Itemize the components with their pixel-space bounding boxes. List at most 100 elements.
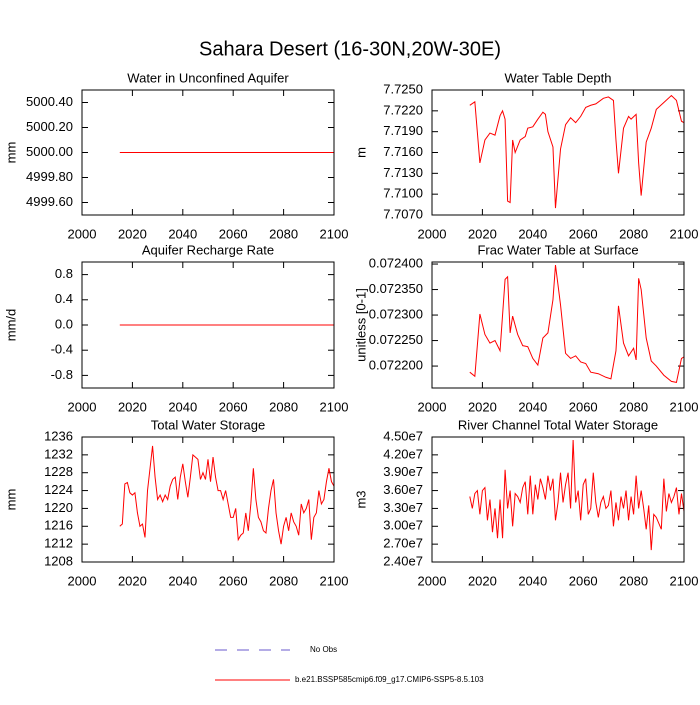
- y-tick-label: 7.7070: [383, 206, 423, 221]
- x-tick-label: 2040: [518, 573, 547, 588]
- x-tick-label: 2080: [619, 399, 648, 414]
- y-tick-label: 3.00e7: [383, 518, 423, 533]
- x-tick-label: 2000: [68, 226, 97, 241]
- y-axis-label: m: [353, 147, 368, 158]
- y-tick-label: 0.072250: [369, 332, 423, 347]
- y-tick-label: 1232: [44, 446, 73, 461]
- x-tick-label: 2020: [118, 399, 147, 414]
- y-tick-label: 0.8: [55, 266, 73, 281]
- x-tick-label: 2060: [219, 226, 248, 241]
- y-axis-label: mm: [3, 489, 18, 511]
- y-tick-label: 0.072300: [369, 306, 423, 321]
- x-tick-label: 2060: [569, 573, 598, 588]
- x-tick-label: 2100: [320, 226, 349, 241]
- legend-label: No Obs: [310, 645, 337, 654]
- x-tick-label: 2040: [168, 226, 197, 241]
- panel-title: Aquifer Recharge Rate: [142, 242, 274, 257]
- x-tick-label: 2020: [468, 399, 497, 414]
- data-line: [469, 264, 685, 383]
- panel-title: Water in Unconfined Aquifer: [127, 70, 289, 85]
- x-tick-label: 2100: [670, 573, 699, 588]
- y-tick-label: 1228: [44, 464, 73, 479]
- data-line: [119, 445, 335, 545]
- x-tick-label: 2020: [468, 573, 497, 588]
- y-tick-label: 4999.60: [26, 194, 73, 209]
- x-tick-label: 2100: [670, 399, 699, 414]
- x-tick-label: 2040: [518, 226, 547, 241]
- y-tick-label: 1208: [44, 553, 73, 568]
- x-tick-label: 2000: [68, 573, 97, 588]
- x-tick-label: 2080: [619, 573, 648, 588]
- panel-title: Water Table Depth: [505, 70, 612, 85]
- x-tick-label: 2040: [518, 399, 547, 414]
- y-tick-label: 0.072200: [369, 358, 423, 373]
- plot-frame: [431, 436, 685, 563]
- y-tick-label: 1216: [44, 518, 73, 533]
- x-tick-label: 2060: [569, 399, 598, 414]
- panel-title: Total Water Storage: [151, 417, 265, 432]
- y-tick-label: 1220: [44, 500, 73, 515]
- x-tick-label: 2000: [418, 573, 447, 588]
- x-tick-label: 2100: [320, 399, 349, 414]
- x-tick-label: 2000: [418, 226, 447, 241]
- y-tick-label: 1236: [44, 428, 73, 443]
- x-tick-label: 2040: [168, 573, 197, 588]
- x-tick-label: 2020: [118, 573, 147, 588]
- x-tick-label: 2080: [269, 226, 298, 241]
- x-tick-label: 2100: [320, 573, 349, 588]
- plot-frame: [81, 89, 335, 216]
- x-tick-label: 2060: [219, 573, 248, 588]
- y-axis-label: m3: [353, 490, 368, 508]
- data-line: [469, 94, 685, 209]
- y-axis-label: mm/d: [3, 309, 18, 342]
- plot-frame: [431, 89, 685, 216]
- y-tick-label: 5000.20: [26, 119, 73, 134]
- y-tick-label: 3.30e7: [383, 500, 423, 515]
- y-tick-label: 3.90e7: [383, 464, 423, 479]
- x-tick-label: 2000: [418, 399, 447, 414]
- x-tick-label: 2000: [68, 399, 97, 414]
- y-tick-label: 0.4: [55, 291, 73, 306]
- x-tick-label: 2060: [569, 226, 598, 241]
- panel-title: River Channel Total Water Storage: [458, 417, 658, 432]
- x-tick-label: 2080: [269, 399, 298, 414]
- page-title: Sahara Desert (16-30N,20W-30E): [199, 38, 501, 60]
- x-tick-label: 2080: [269, 573, 298, 588]
- y-tick-label: 0.0: [55, 316, 73, 331]
- y-tick-label: 2.70e7: [383, 536, 423, 551]
- y-tick-label: 5000.00: [26, 144, 73, 159]
- y-tick-label: 7.7130: [383, 165, 423, 180]
- y-tick-label: 5000.40: [26, 94, 73, 109]
- y-tick-label: -0.8: [51, 367, 73, 382]
- y-tick-label: 2.40e7: [383, 553, 423, 568]
- data-line: [469, 439, 685, 551]
- y-tick-label: 7.7220: [383, 102, 423, 117]
- y-tick-label: -0.4: [51, 342, 73, 357]
- x-tick-label: 2020: [468, 226, 497, 241]
- panel-title: Frac Water Table at Surface: [477, 242, 638, 257]
- y-tick-label: 0.072350: [369, 281, 423, 296]
- x-tick-label: 2060: [219, 399, 248, 414]
- y-tick-label: 7.7190: [383, 123, 423, 138]
- y-tick-label: 7.7250: [383, 81, 423, 96]
- y-tick-label: 4999.80: [26, 169, 73, 184]
- plot-frame: [431, 261, 685, 389]
- plot-frame: [81, 436, 335, 563]
- y-tick-label: 1212: [44, 536, 73, 551]
- y-tick-label: 3.60e7: [383, 482, 423, 497]
- y-tick-label: 4.50e7: [383, 428, 423, 443]
- y-tick-label: 7.7100: [383, 186, 423, 201]
- y-tick-label: 1224: [44, 482, 73, 497]
- x-tick-label: 2040: [168, 399, 197, 414]
- plot-frame: [81, 261, 335, 389]
- y-tick-label: 4.20e7: [383, 446, 423, 461]
- y-axis-label: unitless [0-1]: [353, 288, 368, 362]
- x-tick-label: 2100: [670, 226, 699, 241]
- y-axis-label: mm: [3, 142, 18, 164]
- y-tick-label: 7.7160: [383, 144, 423, 159]
- x-tick-label: 2020: [118, 226, 147, 241]
- y-tick-label: 0.072400: [369, 255, 423, 270]
- x-tick-label: 2080: [619, 226, 648, 241]
